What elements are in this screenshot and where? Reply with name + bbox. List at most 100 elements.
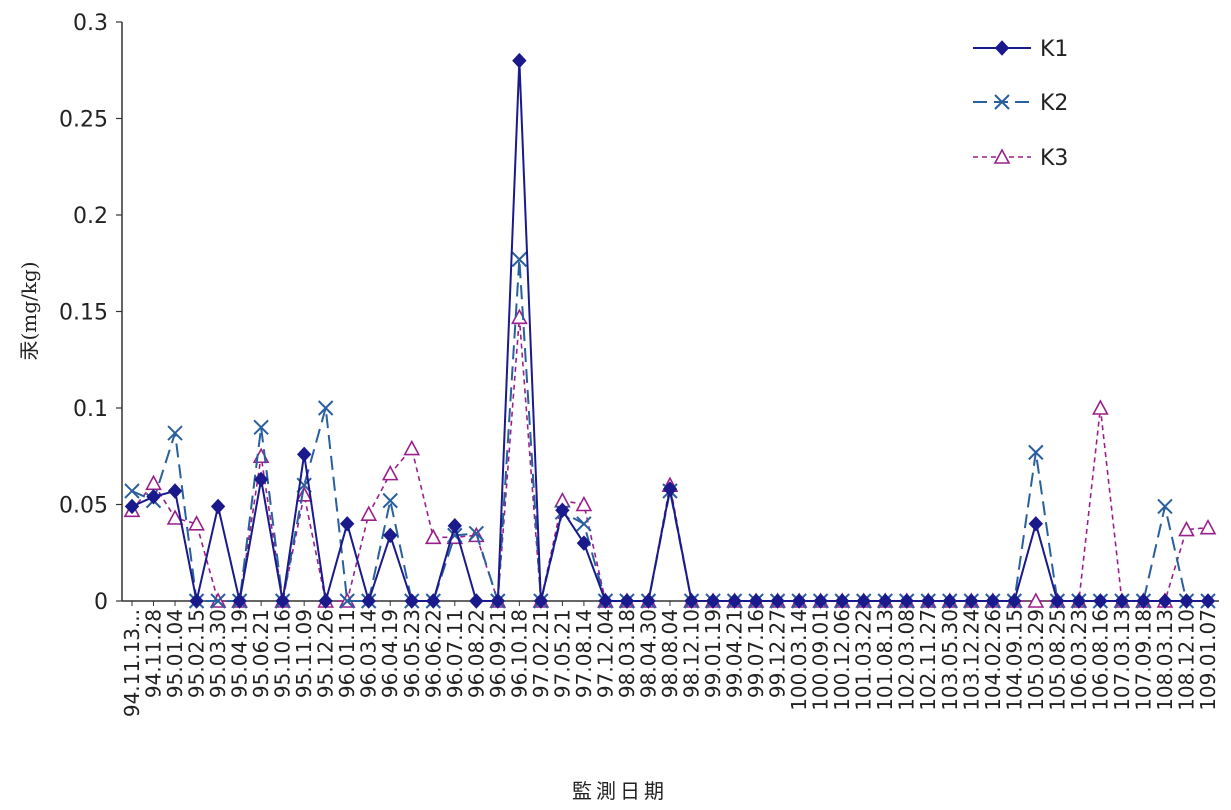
x-tick-label: 107.09.18: [1131, 609, 1155, 711]
series-k3-point: [511, 308, 528, 325]
series-k1-point: [146, 489, 161, 505]
x-tick-label: 99.12.27: [766, 609, 790, 698]
series-k1-point: [791, 593, 807, 609]
series-k3-point: [403, 439, 421, 456]
x-tick-label: 95.03.30: [206, 609, 230, 698]
series-k1-point: [770, 593, 785, 609]
series-k1-point: [964, 593, 979, 609]
series-k1-point: [1200, 593, 1216, 609]
legend-k3-label: K3: [1040, 146, 1068, 171]
x-tick-label: 96.04.19: [378, 609, 402, 698]
series-k1-point: [985, 593, 1000, 609]
series-k1-point: [813, 593, 828, 609]
series-k1-point: [1093, 593, 1108, 609]
series-k2-point: [1157, 498, 1173, 515]
legend-k3-point: [993, 148, 1011, 164]
series-k2-point: [210, 593, 226, 609]
x-tick-label: 105.03.29: [1024, 609, 1048, 711]
x-tick-label: 100.03.14: [787, 609, 811, 711]
series-k1-point: [1114, 593, 1130, 609]
x-tick-label: 94.11.28: [142, 609, 166, 698]
series-k1-point: [1136, 593, 1151, 609]
series-k1-point: [253, 471, 269, 488]
series-k1-point: [1179, 593, 1194, 609]
x-tick-label: 95.06.21: [249, 609, 273, 698]
series-k1-point: [899, 593, 914, 609]
x-tick-label: 97.05.21: [550, 609, 574, 698]
x-tick-label: 108.03.13: [1153, 609, 1177, 711]
x-tick-label: 106.03.23: [1067, 609, 1091, 711]
series-k2-point: [253, 419, 269, 436]
x-tick-label: 96.06.22: [421, 609, 445, 698]
series-k2-point: [576, 516, 592, 532]
legend-k2-point: [994, 94, 1010, 110]
series-k1-point: [748, 593, 764, 609]
legend-k2: K2: [973, 91, 1068, 116]
series-k2-point: [167, 425, 183, 441]
x-tick-label: 103.05.30: [938, 609, 962, 711]
series-k3-point: [188, 515, 205, 531]
series-k1-point: [296, 446, 312, 463]
y-tick-label: 0.15: [59, 301, 108, 326]
series-k2-point: [382, 492, 398, 509]
x-tick-label: 96.09.21: [486, 609, 510, 698]
y-ticks: 0 0.05 0.1 0.15 0.2 0.25 0.3: [59, 11, 122, 615]
series-k1-point: [340, 516, 355, 532]
series-k1-point: [383, 527, 398, 544]
series-k1-point: [404, 593, 419, 609]
series-k3-line: [131, 316, 1209, 602]
y-tick-label: 0: [94, 590, 108, 615]
x-tick-label: 98.04.30: [636, 609, 660, 698]
series-k2-point: [468, 525, 485, 542]
series-k1-point: [275, 593, 290, 609]
x-tick-label: 103.12.24: [959, 609, 983, 711]
series-k3-point: [424, 528, 442, 545]
y-tick-label: 0.2: [73, 204, 108, 229]
x-axis-title: 監測日期: [572, 779, 668, 803]
series-k1-point: [619, 593, 635, 609]
series-k2-point: [317, 400, 334, 416]
series-k1-point: [361, 593, 376, 609]
series-k1-point: [878, 593, 893, 609]
series-k1-point: [576, 535, 592, 551]
series-k3-point: [1027, 592, 1045, 608]
series-k1-point: [598, 593, 613, 609]
x-tick-label: 101.03.22: [852, 609, 876, 711]
series: [123, 52, 1217, 609]
y-tick-label: 0.25: [59, 108, 108, 133]
legend-k3: K3: [973, 146, 1068, 171]
x-tick-label: 96.10.18: [507, 609, 531, 698]
series-k1-point: [641, 593, 656, 609]
series-k2-point: [1028, 444, 1044, 461]
x-tick-label: 99.07.16: [744, 609, 768, 698]
series-k3-point: [1199, 518, 1217, 535]
series-k1-point: [533, 593, 549, 609]
series-k1-point: [469, 593, 484, 609]
x-ticks: 94.11.13...94.11.2895.01.0495.02.1595.03…: [120, 601, 1220, 717]
series-k1-point: [1007, 593, 1022, 609]
x-tick-label: 97.08.14: [572, 609, 596, 698]
series-k1-point: [942, 593, 957, 609]
x-tick-label: 96.08.22: [464, 609, 488, 698]
series-k1-point: [1157, 593, 1173, 609]
series-k1-point: [318, 593, 333, 609]
x-tick-label: 104.02.26: [981, 609, 1005, 711]
x-tick-label: 97.12.04: [593, 609, 617, 698]
x-tick-label: 98.08.04: [658, 609, 682, 698]
series-k3-point: [166, 509, 184, 525]
series-k3-point: [295, 486, 313, 502]
series-k1-point: [662, 481, 678, 497]
x-tick-label: 94.11.13...: [120, 609, 144, 717]
series-k1-point: [447, 517, 462, 534]
x-tick-label: 95.10.16: [271, 609, 295, 698]
series-k1-point: [921, 593, 936, 609]
series-k1: [124, 52, 1216, 609]
series-k1-line: [131, 59, 1208, 602]
series-k1-point: [124, 498, 140, 515]
x-tick-label: 106.08.16: [1088, 609, 1112, 711]
series-k1-point: [1028, 516, 1044, 532]
series-k1-point: [490, 593, 506, 609]
x-tick-label: 96.07.11: [443, 609, 467, 698]
x-tick-label: 96.01.11: [335, 609, 359, 698]
